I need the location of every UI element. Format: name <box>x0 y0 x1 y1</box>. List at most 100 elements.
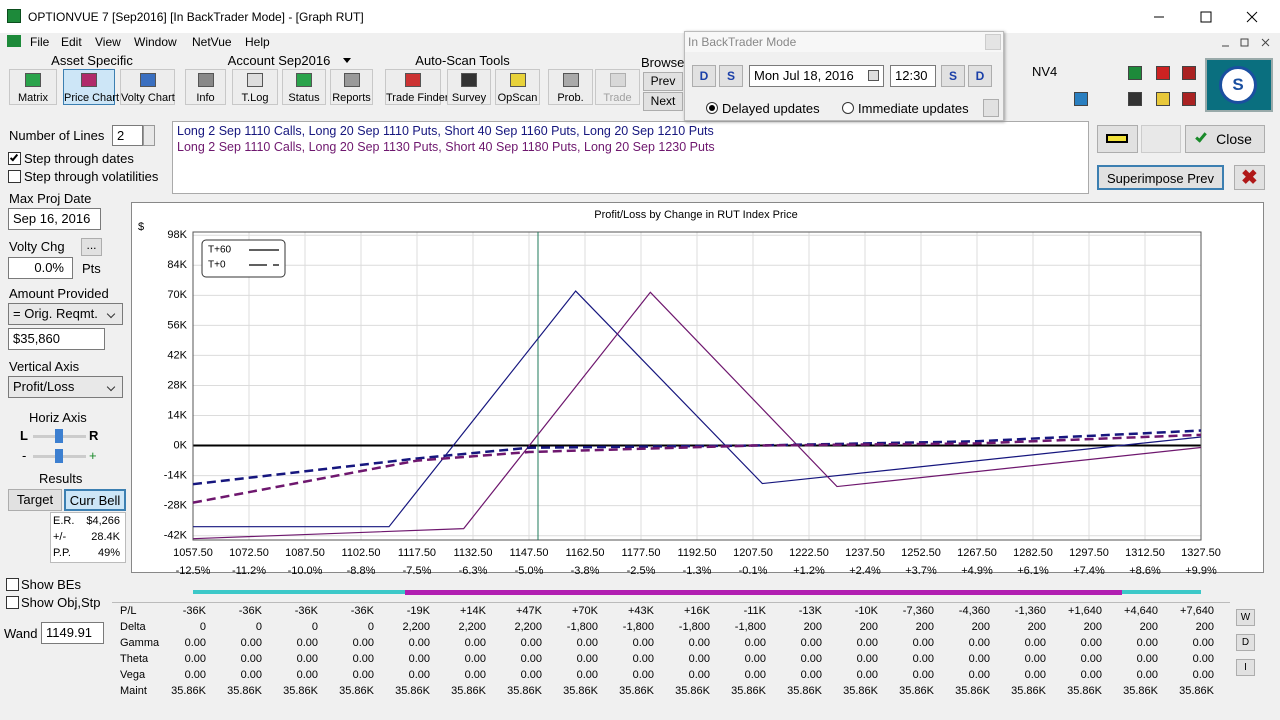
slider-end: R <box>89 428 99 443</box>
x-tick-label: 1072.50 <box>229 547 269 559</box>
cell: -13K <box>798 605 822 617</box>
checkbox[interactable] <box>8 170 21 183</box>
mdi-controls[interactable] <box>1218 36 1278 50</box>
browse-button[interactable]: Next <box>643 92 683 111</box>
cell: 0.00 <box>800 669 822 681</box>
legend-label: T+60 <box>208 245 232 256</box>
lines-input[interactable]: 2 <box>112 125 143 146</box>
radio-label[interactable]: Delayed updates <box>722 101 820 116</box>
date-input[interactable]: Sep 16, 2016 <box>8 208 101 230</box>
toolbar-button[interactable]: Prob. <box>548 69 593 105</box>
results-button[interactable]: Target <box>8 489 62 511</box>
amount-input[interactable]: $35,860 <box>8 328 105 350</box>
toolbar-button[interactable]: Survey <box>447 69 491 105</box>
cell: 35.86K <box>227 685 262 697</box>
x-tick-label: 1222.50 <box>789 547 829 559</box>
toolbar-button[interactable]: Trade <box>595 69 640 105</box>
cell: +1,640 <box>1068 605 1102 617</box>
cell: 0.00 <box>296 637 318 649</box>
superimpose-button[interactable]: Superimpose Prev <box>1097 165 1224 190</box>
side-button[interactable]: D <box>1236 634 1255 651</box>
tool-icon[interactable] <box>1074 92 1088 106</box>
tool-icon[interactable] <box>1156 66 1170 80</box>
spinner[interactable] <box>143 125 155 146</box>
toolbar-button[interactable]: T.Log <box>232 69 278 105</box>
side-button[interactable]: I <box>1236 659 1255 676</box>
label: Number of Lines <box>9 128 105 143</box>
result-label: E.R. <box>53 515 75 527</box>
checkbox[interactable] <box>6 596 19 609</box>
wand-input[interactable]: 1149.91 <box>41 622 104 644</box>
menu-item[interactable]: NetVue <box>192 35 232 49</box>
label: Wand <box>4 626 38 641</box>
label: Max Proj Date <box>9 191 92 206</box>
browse-button[interactable]: Prev <box>643 72 683 91</box>
toolbar-icon <box>343 73 360 87</box>
menu-item[interactable]: Help <box>245 35 270 49</box>
slider-thumb[interactable] <box>55 429 63 443</box>
result-label: +/- <box>53 531 67 543</box>
close-button[interactable]: Close <box>1185 125 1265 153</box>
cell: 0.00 <box>1192 637 1214 649</box>
tool-icon[interactable] <box>1182 92 1196 106</box>
cell: 35.86K <box>843 685 878 697</box>
fwd-arrow-button[interactable] <box>1141 125 1181 153</box>
nav-button[interactable]: D <box>692 65 716 87</box>
nav-button[interactable]: S <box>941 65 965 87</box>
menu-item[interactable]: View <box>95 35 121 49</box>
radio[interactable] <box>842 102 854 114</box>
clear-x[interactable]: ✖ <box>1241 167 1258 189</box>
x-tick-label: 1207.50 <box>733 547 773 559</box>
back-arrow <box>1106 134 1128 143</box>
cell: 0.00 <box>576 653 598 665</box>
x-tick-pct: +1.2% <box>793 565 825 574</box>
time-input[interactable]: 12:30 <box>890 65 936 87</box>
tool-icon[interactable] <box>1156 92 1170 106</box>
nav-button[interactable]: D <box>968 65 992 87</box>
menu-item[interactable]: File <box>30 35 50 49</box>
cell: 200 <box>915 621 934 633</box>
x-tick-pct: -11.2% <box>232 565 266 574</box>
cell: 0.00 <box>1080 669 1102 681</box>
tool-icon[interactable] <box>1128 92 1142 106</box>
cell: -36K <box>238 605 262 617</box>
x-tick-label: 1192.50 <box>678 547 717 559</box>
menu-item[interactable]: Edit <box>61 35 82 49</box>
cell: 0.00 <box>744 653 766 665</box>
radio-label[interactable]: Immediate updates <box>858 101 969 116</box>
back-arrow-button[interactable] <box>1097 125 1138 153</box>
y-axis-label: $ <box>138 221 144 233</box>
amount-select[interactable]: = Orig. Reqmt. <box>8 303 123 325</box>
results-button[interactable]: Curr Bell <box>64 489 126 511</box>
cell: 0.00 <box>520 669 542 681</box>
side-button[interactable]: W <box>1236 609 1255 626</box>
volty-button[interactable]: ... <box>81 238 102 256</box>
cell: 35.86K <box>1011 685 1046 697</box>
cell: 200 <box>859 621 878 633</box>
cell: 0.00 <box>800 637 822 649</box>
cell: +7,640 <box>1180 605 1214 617</box>
x-tick-pct: +2.4% <box>849 565 881 574</box>
radio-dot <box>709 105 715 111</box>
nav-button[interactable]: S <box>719 65 743 87</box>
toolbar-icon <box>25 73 41 87</box>
volty-input[interactable]: 0.0% <box>8 257 73 279</box>
date-input[interactable]: Mon Jul 18, 2016 <box>749 65 884 87</box>
checkbox[interactable] <box>6 578 19 591</box>
backtrader-close[interactable] <box>985 34 1001 50</box>
checkbox[interactable] <box>8 152 21 165</box>
vaxis-select[interactable]: Profit/Loss <box>8 376 123 398</box>
clear-button[interactable] <box>1234 165 1265 190</box>
cell: 200 <box>1083 621 1102 633</box>
tool-icon[interactable] <box>1128 66 1142 80</box>
window-controls[interactable] <box>1150 8 1270 26</box>
slider-thumb[interactable] <box>55 449 63 463</box>
x-tick-pct: +4.9% <box>961 565 993 574</box>
expand-button[interactable] <box>983 99 999 117</box>
cell: 0.00 <box>352 669 374 681</box>
menu-item[interactable]: Window <box>134 35 177 49</box>
cell: 35.86K <box>339 685 374 697</box>
cell: 0.00 <box>464 653 486 665</box>
tool-icon[interactable] <box>1182 66 1196 80</box>
